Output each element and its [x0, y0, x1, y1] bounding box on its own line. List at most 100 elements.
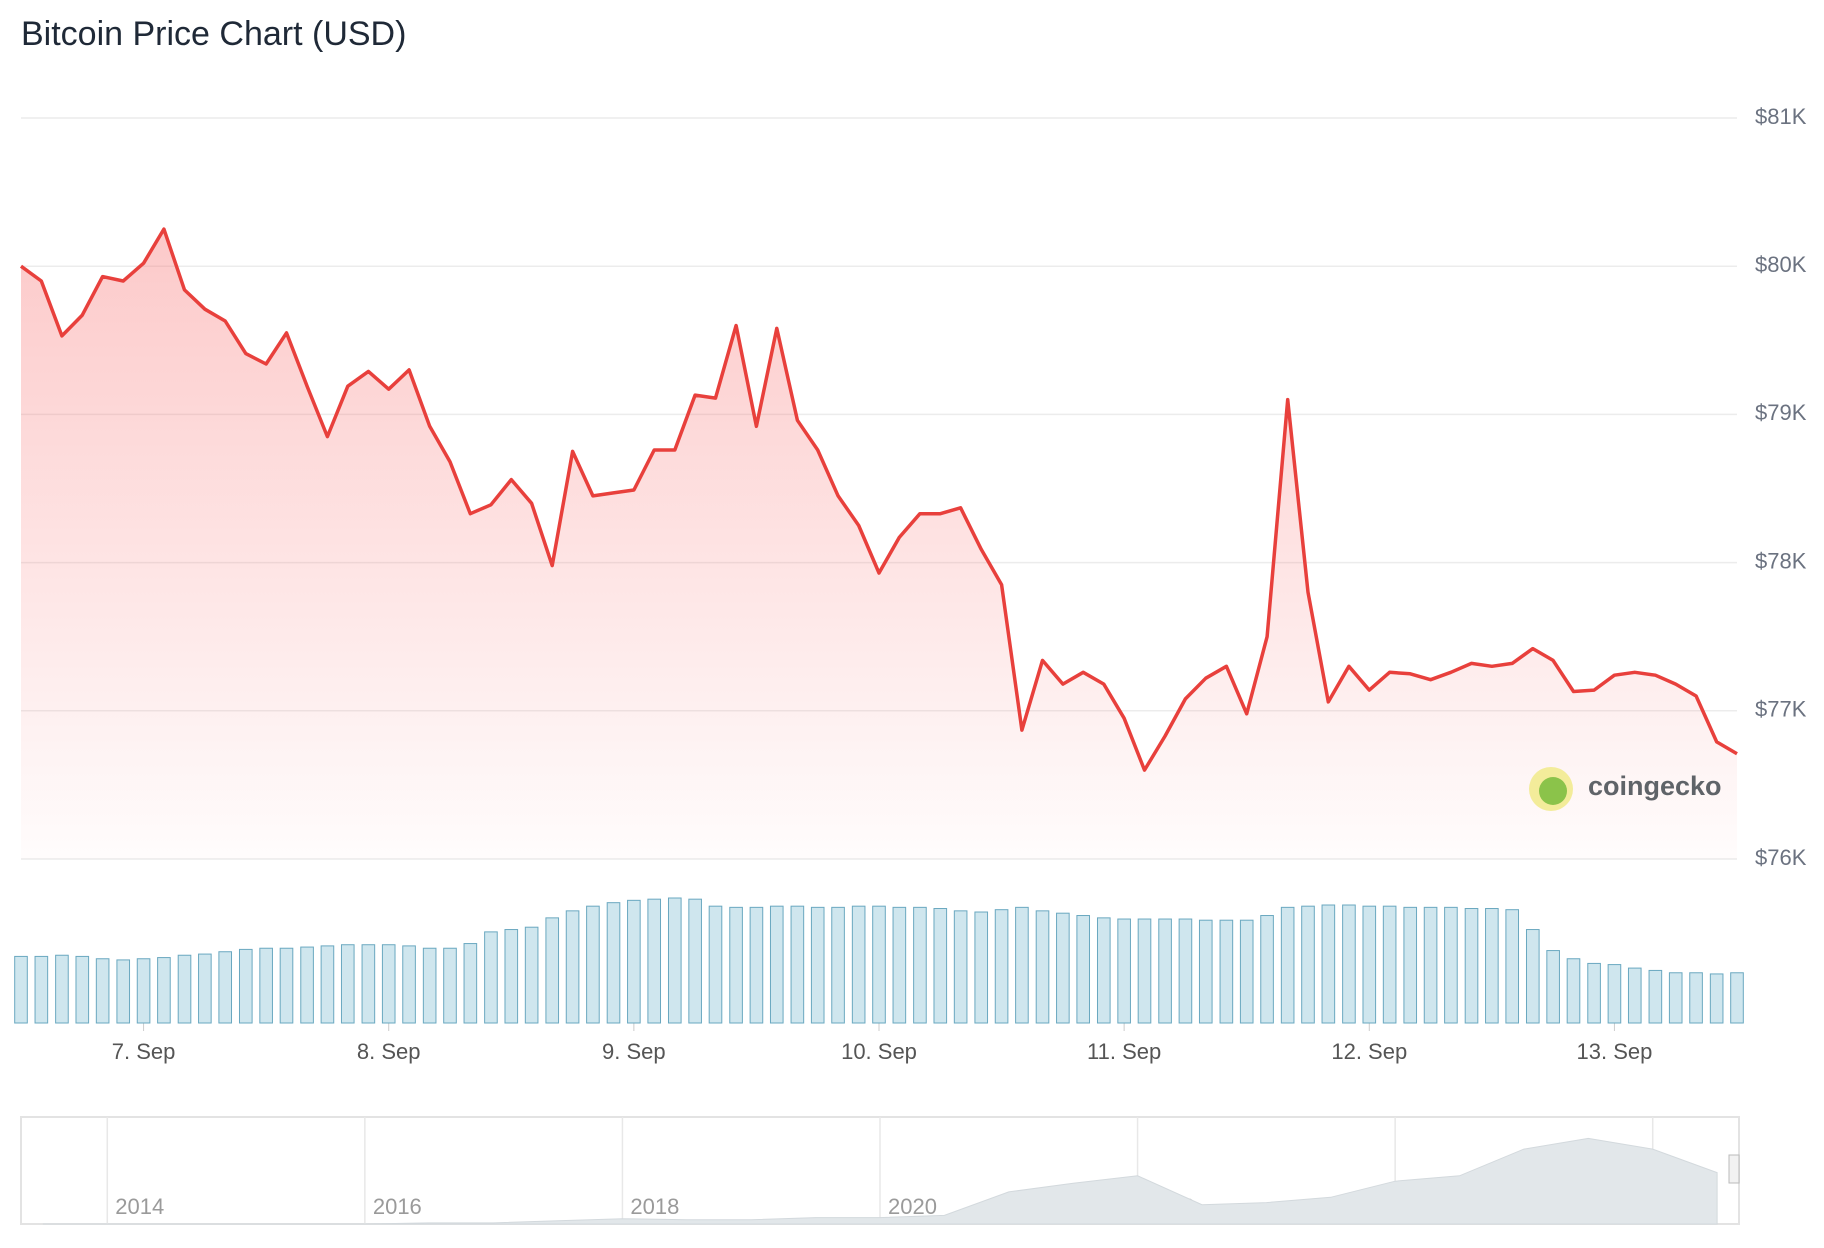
volume-bar	[688, 898, 702, 1024]
volume-bar	[953, 910, 968, 1024]
volume-bar	[1648, 969, 1663, 1024]
volume-bar	[647, 898, 662, 1024]
x-tick-label: 11. Sep	[1087, 1039, 1161, 1064]
volume-bar	[1730, 972, 1744, 1024]
y-tick-label: $79K	[1755, 400, 1807, 425]
volume-bar	[1505, 909, 1520, 1024]
volume-bar	[198, 953, 212, 1024]
volume-bar	[157, 957, 171, 1024]
volume-bar	[1709, 973, 1724, 1024]
navigator-area	[42, 1137, 1718, 1225]
volume-bar	[340, 944, 355, 1024]
volume-bar	[1178, 918, 1193, 1024]
price-line	[19, 227, 1738, 772]
x-tick-label: 9. Sep	[602, 1039, 666, 1064]
y-tick-label: $78K	[1755, 548, 1807, 573]
volume-bar	[95, 958, 110, 1024]
volume-bar	[1607, 964, 1622, 1024]
x-tick-label: 12. Sep	[1331, 1039, 1407, 1064]
volume-bar	[606, 902, 621, 1024]
volume-bar	[933, 908, 948, 1024]
volume-bar	[402, 945, 416, 1024]
volume-bar	[831, 906, 845, 1024]
volume-bar	[810, 906, 825, 1024]
volume-bar	[1321, 904, 1336, 1024]
volume-bar	[136, 958, 151, 1024]
volume-bar	[1056, 912, 1070, 1024]
volume-bar	[361, 944, 376, 1024]
volume-bar	[1382, 905, 1397, 1024]
navigator-label: 2020	[888, 1194, 937, 1219]
volume-bar	[381, 944, 396, 1024]
volume-bar	[1198, 919, 1213, 1024]
volume-bar	[1362, 905, 1377, 1024]
x-tick-label: 8. Sep	[357, 1039, 421, 1064]
volume-bar	[75, 955, 90, 1024]
y-tick-label: $76K	[1755, 845, 1807, 870]
volume-bar	[708, 905, 723, 1024]
volume-bar	[913, 906, 927, 1024]
navigator-handle[interactable]	[1728, 1154, 1740, 1184]
volume-bar	[1239, 919, 1254, 1024]
volume-bar	[1689, 972, 1703, 1024]
volume-bar	[238, 948, 253, 1024]
x-tick-label: 13. Sep	[1577, 1039, 1653, 1064]
volume-bar	[1158, 918, 1172, 1024]
volume-bar	[1260, 915, 1274, 1024]
chart-title: Bitcoin Price Chart (USD)	[21, 15, 406, 53]
volume-bar	[1403, 906, 1418, 1024]
volume-bar	[1301, 905, 1315, 1024]
volume-bar	[1096, 917, 1111, 1024]
navigator-label: 2018	[630, 1194, 679, 1219]
volume-bar	[1117, 918, 1131, 1024]
volume-bar	[443, 947, 457, 1024]
volume-bar	[627, 899, 641, 1024]
volume-bar	[769, 905, 784, 1024]
volume-bar	[1137, 918, 1152, 1024]
volume-bar	[14, 955, 28, 1024]
watermark-text: coingecko	[1588, 771, 1722, 801]
volume-bar	[1076, 915, 1091, 1024]
volume-bar	[320, 945, 335, 1024]
x-tick-label: 7. Sep	[112, 1039, 176, 1064]
volume-bar	[1546, 950, 1560, 1024]
volume-bar	[218, 951, 233, 1024]
volume-bar	[177, 954, 192, 1024]
y-tick-label: $81K	[1755, 104, 1807, 129]
volume-bar	[422, 947, 437, 1024]
volume-bar	[790, 905, 805, 1024]
volume-bar	[300, 946, 314, 1024]
volume-bar	[1444, 906, 1458, 1024]
volume-bar	[974, 911, 989, 1024]
volume-bar	[1587, 962, 1601, 1024]
volume-bar	[524, 926, 539, 1024]
volume-bar	[55, 954, 69, 1024]
volume-bar	[994, 909, 1009, 1024]
x-tick-label: 10. Sep	[841, 1039, 917, 1064]
volume-bar	[484, 931, 498, 1024]
volume-bar	[586, 905, 600, 1024]
navigator-label: 2014	[115, 1194, 164, 1219]
volume-bar	[1668, 972, 1683, 1024]
volume-bar	[279, 947, 294, 1024]
volume-bar	[729, 906, 743, 1024]
volume-bar	[892, 906, 907, 1024]
volume-bar	[259, 947, 273, 1024]
volume-bar	[851, 905, 866, 1024]
navigator-label: 2016	[373, 1194, 422, 1219]
volume-bar	[545, 917, 560, 1024]
volume-bar	[1566, 958, 1581, 1024]
volume-bar	[34, 955, 49, 1024]
y-tick-label: $77K	[1755, 697, 1807, 722]
volume-bar	[565, 910, 580, 1024]
volume-bar	[1464, 908, 1479, 1024]
volume-bar	[116, 959, 131, 1024]
volume-bar	[1423, 906, 1438, 1024]
volume-bar	[1485, 908, 1499, 1024]
price-area	[21, 229, 1737, 860]
volume-bar	[1342, 904, 1356, 1024]
volume-bar	[749, 906, 764, 1024]
volume-bar	[1525, 929, 1540, 1024]
